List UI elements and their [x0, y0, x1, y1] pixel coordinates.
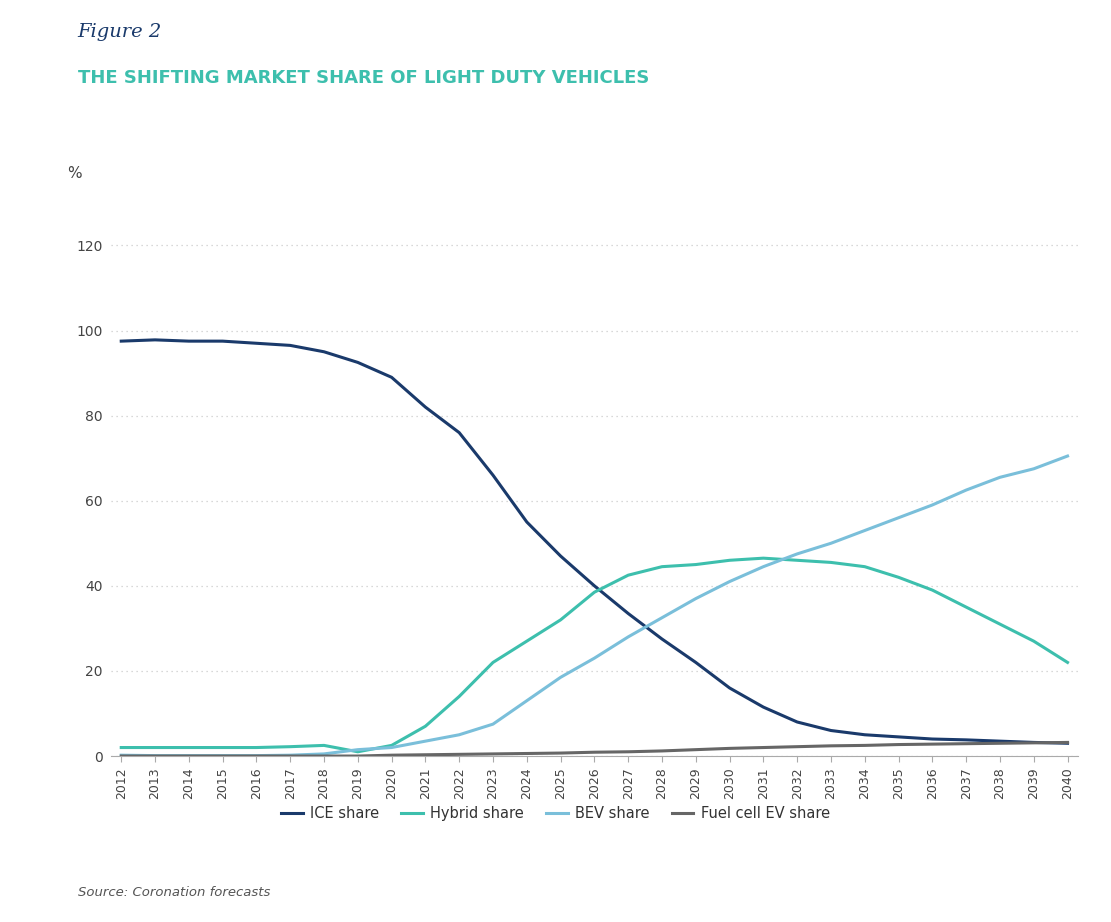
- Legend: ICE share, Hybrid share, BEV share, Fuel cell EV share: ICE share, Hybrid share, BEV share, Fuel…: [276, 800, 835, 827]
- Text: %: %: [68, 166, 82, 181]
- Text: Figure 2: Figure 2: [78, 23, 162, 41]
- Text: THE SHIFTING MARKET SHARE OF LIGHT DUTY VEHICLES: THE SHIFTING MARKET SHARE OF LIGHT DUTY …: [78, 69, 649, 88]
- Text: Source: Coronation forecasts: Source: Coronation forecasts: [78, 886, 270, 899]
